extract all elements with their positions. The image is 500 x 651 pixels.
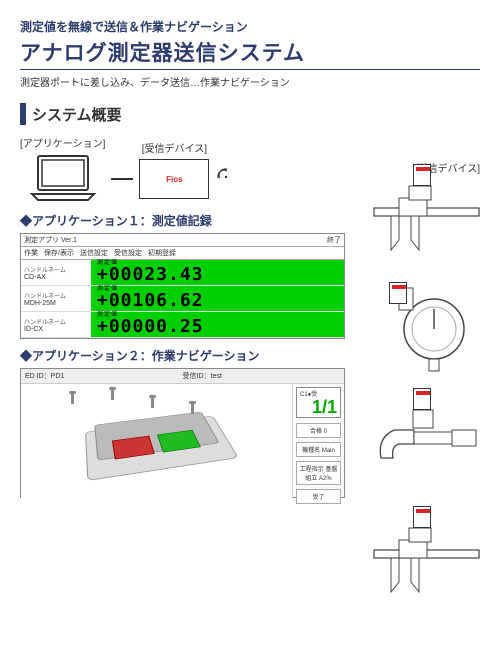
app1-menu: 作業 保存/表示 送信設定 受信設定 初期登録 xyxy=(21,247,344,260)
handle-label: ハンドルネーム xyxy=(24,317,88,326)
assembly-plate-icon xyxy=(84,411,238,481)
side-item[interactable]: 工程指示 基盤組立 A2% xyxy=(296,461,341,485)
transmitter-icon xyxy=(413,164,431,186)
screw-icon xyxy=(71,394,74,404)
measurement-value: +00023.43 xyxy=(97,264,204,285)
receiver-logo: Fios xyxy=(166,175,182,184)
section-overview-heading: システム概要 xyxy=(20,103,480,125)
menu-item[interactable]: 送信設定 xyxy=(80,248,108,258)
measurement-value: +00106.62 xyxy=(97,290,204,311)
screw-icon xyxy=(191,404,194,414)
overview-application: [アプリケーション] xyxy=(20,135,105,204)
laptop-icon xyxy=(28,154,98,204)
menu-item[interactable]: 保存/表示 xyxy=(44,248,74,258)
app2-topbar: ED ID：PD1 受信ID：test xyxy=(21,369,344,384)
receiver-icon: Fios xyxy=(139,159,209,199)
transmitter-icon xyxy=(413,506,431,528)
header-tagline: 測定器ポートに差し込み、データ送信…作業ナビゲーション xyxy=(20,74,480,89)
label-application: [アプリケーション] xyxy=(20,135,105,150)
transmitter-icon xyxy=(389,282,407,304)
transmitter-icon xyxy=(413,388,431,410)
app1-titlebar: 測定アプリ Ver.1 終了 xyxy=(21,234,344,247)
measurement-value: +00000.25 xyxy=(97,316,204,337)
screw-icon xyxy=(111,390,114,400)
side-item[interactable]: 合格 0 xyxy=(296,423,341,438)
menu-item[interactable]: 受信設定 xyxy=(114,248,142,258)
app1-window-title: 測定アプリ Ver.1 xyxy=(24,235,77,245)
title-rule xyxy=(20,69,480,70)
caliper-device xyxy=(369,502,484,602)
header-subtitle: 測定値を無線で送信＆作業ナビゲーション xyxy=(20,18,480,35)
handle-label: ハンドルネーム xyxy=(24,291,88,300)
side-item[interactable]: 受了 xyxy=(296,489,341,504)
header-title: アナログ測定器送信システム xyxy=(20,37,480,67)
app2-3d-view xyxy=(21,384,292,498)
app1-row: ハンドルネームCD-AX 測定値+00023.43 xyxy=(21,260,344,286)
menu-item[interactable]: 作業 xyxy=(24,248,38,258)
section-overview-heading-text: システム概要 xyxy=(32,104,122,125)
menu-item[interactable]: 初期登録 xyxy=(148,248,176,258)
wifi-icon xyxy=(215,166,233,187)
screw-icon xyxy=(151,398,154,408)
handle-name: MDH-25M xyxy=(24,300,88,307)
connector-line-1 xyxy=(111,178,133,180)
app2-counter: C1●受 1/1 xyxy=(296,387,341,418)
counter-value: 1/1 xyxy=(300,398,337,416)
app2-sidebar: C1●受 1/1 合格 0 機種名 Main 工程指示 基盤組立 A2% 受了 xyxy=(292,384,344,498)
side-item[interactable]: 機種名 Main xyxy=(296,442,341,457)
label-receiver: [受信デバイス] xyxy=(142,140,207,155)
dial-gauge-device xyxy=(369,274,484,374)
app2-window: ED ID：PD1 受信ID：test C1●受 1/1 合格 0 機種名 Ma… xyxy=(20,368,345,498)
handle-name: ID-CX xyxy=(24,326,88,333)
app1-row: ハンドルネームMDH-25M 測定値+00106.62 xyxy=(21,286,344,312)
app2-id: ED ID：PD1 xyxy=(25,371,64,381)
micrometer-device xyxy=(369,388,484,488)
handle-name: CD-AX xyxy=(24,274,88,281)
overview-receiver: [受信デバイス] Fios xyxy=(139,140,209,199)
handle-label: ハンドルネーム xyxy=(24,265,88,274)
app1-close-button[interactable]: 終了 xyxy=(327,235,341,245)
app1-window: 測定アプリ Ver.1 終了 作業 保存/表示 送信設定 受信設定 初期登録 ハ… xyxy=(20,233,345,339)
app1-row: ハンドルネームID-CX 測定値+00000.25 xyxy=(21,312,344,338)
caliper-device xyxy=(369,160,484,260)
app2-recv-id: 受信ID：test xyxy=(183,371,222,381)
device-column xyxy=(369,160,484,602)
